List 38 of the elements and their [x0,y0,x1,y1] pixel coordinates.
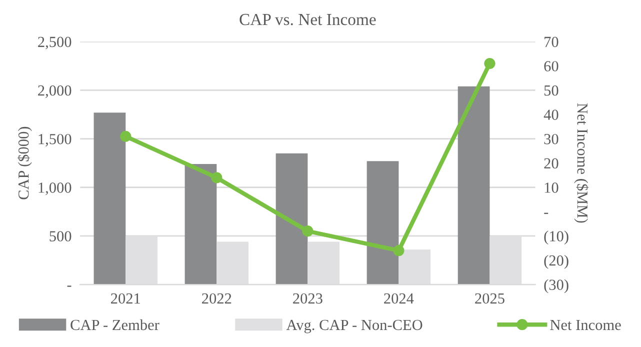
bar [276,153,308,285]
y2-tick-label: 10 [544,182,558,193]
x-tick-label: 2023 [293,293,322,304]
y2-axis-title: Net Income ($MM) [574,103,588,223]
y-tick-label: - [67,286,72,287]
y2-tick-label: 30 [544,134,558,144]
y-tick-label: 500 [50,231,72,242]
y-tick-label: 1,500 [38,134,72,146]
x-tick-label: 2022 [202,293,232,304]
legend-label: CAP - Zember [70,319,160,330]
y2-tick-label: (30) [544,279,568,294]
y-tick-label: 2,000 [38,85,72,98]
y-axis-title: CAP ($000) [18,126,32,200]
x-tick-label: 2021 [111,293,140,304]
y2-tick-label: 40 [544,110,558,120]
point [393,244,404,256]
point [211,172,222,184]
x-tick-label: 2024 [384,293,414,304]
point [484,58,496,70]
y-tick-label: 1,000 [38,182,72,196]
chart-title: CAP vs. Net Income [240,14,376,26]
legend-label: Avg. CAP - Non-CEO [286,320,422,334]
bar [366,161,399,285]
x-tick-label: 2025 [475,293,504,304]
bar [458,86,490,285]
point [302,226,314,237]
legend-label: Net Income [550,320,621,330]
y2-tick-label: (10) [544,230,568,245]
y2-tick-label: 60 [544,61,558,72]
y2-tick-label: 70 [544,36,558,48]
y2-tick-label: 50 [544,85,558,96]
y2-tick-label: - [544,212,548,214]
y2-tick-label: (20) [544,254,568,269]
bar [184,164,217,285]
y-tick-label: 2,500 [38,36,72,50]
point [120,130,132,142]
y2-tick-label: 20 [544,158,558,169]
bar [94,112,126,285]
